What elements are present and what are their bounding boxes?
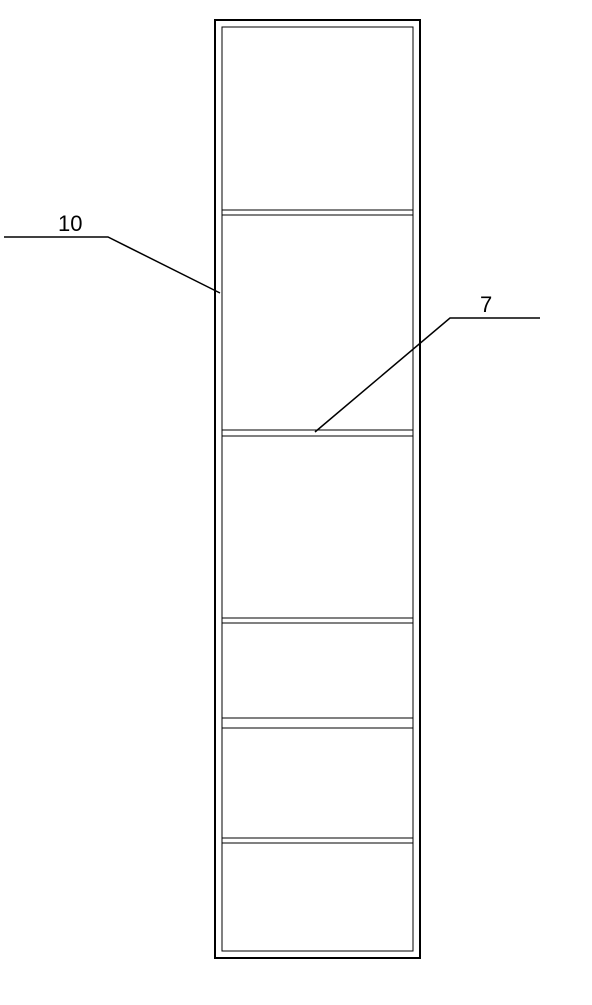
label-7-text: 7: [480, 292, 492, 317]
label-10-text: 10: [58, 211, 82, 236]
leader-line-10: [4, 237, 220, 293]
technical-diagram: 10 7: [0, 0, 592, 1000]
diagram-svg: 10 7: [0, 0, 592, 1000]
column-outer: [215, 20, 420, 958]
